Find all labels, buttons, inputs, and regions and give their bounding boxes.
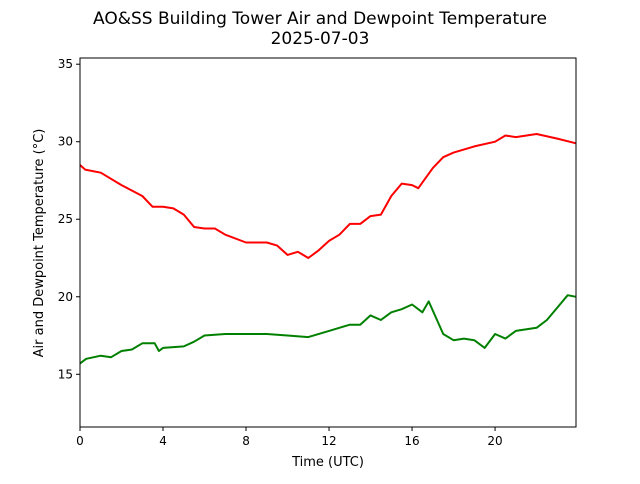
y-axis-label: Air and Dewpoint Temperature (°C) xyxy=(32,129,47,358)
y-tick-label: 20 xyxy=(58,290,73,304)
air-temperature-line xyxy=(79,133,577,259)
x-tick-label: 8 xyxy=(242,434,250,448)
x-tick-label: 16 xyxy=(404,434,419,448)
x-tick-label: 0 xyxy=(76,434,84,448)
y-tick-label: 25 xyxy=(58,212,73,226)
y-tick-label: 15 xyxy=(58,367,73,381)
y-tick-label: 30 xyxy=(58,135,73,149)
x-tick-label: 20 xyxy=(487,434,502,448)
x-tick-label: 12 xyxy=(321,434,336,448)
x-axis-label: Time (UTC) xyxy=(291,455,364,470)
chart-subtitle: 2025-07-03 xyxy=(271,29,370,49)
x-tick-label: 4 xyxy=(159,434,167,448)
y-tick-label: 35 xyxy=(58,57,73,71)
dewpoint-temperature-line xyxy=(79,294,577,365)
plot-frame xyxy=(79,57,577,428)
chart-title: AO&SS Building Tower Air and Dewpoint Te… xyxy=(93,9,547,29)
